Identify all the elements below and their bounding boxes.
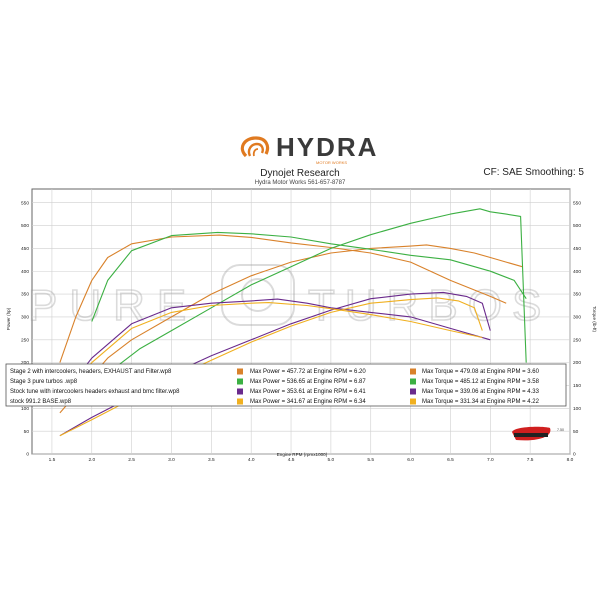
y-axis-right-ticks: 0 50 100 150 200 250 300 350 400 450 500 550 [573,200,581,457]
legend-power-swatch [237,388,243,395]
y-left-tick-label: 50 [24,429,30,435]
legend-torque-swatch [410,378,416,385]
y-right-tick-label: 450 [573,246,581,252]
legend-max-power: Max Power = 457.72 at Engine RPM = 6.20 [250,369,366,375]
y-left-tick-label: 200 [21,360,29,366]
x-axis-label: Engine RPM (rpmx1000) [277,452,328,457]
y-right-tick-label: 300 [573,315,581,321]
chart-header-title: Dynojet Research [260,168,340,179]
x-tick-label: 6.5 [447,457,454,463]
legend-torque-swatch [410,368,416,375]
y-right-tick-label: 0 [573,452,576,458]
series-2-torque-line [91,231,527,322]
legend-max-torque: Max Torque = 485.12 at Engine RPM = 3.58 [422,379,540,385]
series-4-torque-line [59,302,483,405]
legend-torque-swatch [410,398,416,405]
x-axis-ticks: 1.5 2.0 2.5 3.0 3.5 4.0 4.5 5.0 5.5 6.0 6.5 7.0 7.5 8… [49,457,574,463]
y-left-tick-label: 450 [21,246,29,252]
y-left-tick-label: 100 [21,406,29,412]
legend-rows: Stage 2 with intercoolers, headers, EXHA… [10,368,540,405]
y-axis-right-label: Torque (lb-ft) [592,306,597,333]
y-left-tick-label: 550 [21,200,29,206]
cf-smoothing-label: CF: SAE Smoothing: 5 [483,167,584,178]
legend: Stage 2 with intercoolers, headers, EXHA… [5,363,567,407]
legend-max-torque: Max Torque = 479.08 at Engine RPM = 3.60 [422,369,540,375]
x-tick-label: 3.5 [208,457,215,463]
legend-power-swatch [237,368,243,375]
y-left-tick-label: 300 [21,315,29,321]
y-right-tick-label: 150 [573,383,581,389]
series-1-torque-line [59,234,507,363]
x-tick-label: 7.0 [487,457,494,463]
x-tick-label: 5.0 [328,457,335,463]
y-right-tick-label: 400 [573,269,581,275]
legend-max-power: Max Power = 536.65 at Engine RPM = 6.87 [250,379,366,385]
y-right-tick-label: 200 [573,360,581,366]
x-tick-label: 6.0 [407,457,414,463]
x-tick-label: 2.0 [88,457,95,463]
x-tick-label: 3.0 [168,457,175,463]
brand-tagline: MOTOR WORKS [316,160,347,165]
series-3-torque-line [59,298,491,400]
y-right-tick-label: 500 [573,223,581,229]
y-right-tick-label: 100 [573,406,581,412]
y-left-tick-label: 250 [21,337,29,343]
legend-torque-swatch [410,388,416,395]
y-right-tick-label: 50 [573,429,579,435]
y-left-tick-label: 500 [21,223,29,229]
legend-series-name: Stage 3 pure turbos .wp8 [10,379,78,385]
legend-max-torque: Max Torque = 339.06 at Engine RPM = 4.33 [422,389,540,395]
y-right-tick-label: 350 [573,292,581,298]
legend-series-name: Stage 2 with intercoolers, headers, EXHA… [10,369,172,375]
x-tick-label: 4.0 [248,457,255,463]
hydra-logo: HYDRA MOTOR WORKS [240,132,378,165]
legend-max-power: Max Power = 353.61 at Engine RPM = 6.41 [250,389,366,395]
x-tick-label: 1.5 [49,457,56,463]
x-tick-label: 4.5 [288,457,295,463]
chart-header-subtitle: Hydra Motor Works 561-657-8787 [254,180,346,186]
x-tick-label: 2.5 [128,457,135,463]
y-left-tick-label: 0 [26,452,29,458]
series-2-power-line [91,208,527,386]
dynojet-badge: 7.50 [512,426,564,441]
version-small: 7.50 [557,428,564,432]
y-right-tick-label: 550 [573,200,581,206]
watermark-icon [221,264,295,326]
legend-power-swatch [237,378,243,385]
legend-max-torque: Max Torque = 331.34 at Engine RPM = 4.22 [422,399,540,405]
legend-power-swatch [237,398,243,405]
legend-series-name: stock 991.2 BASE.wp8 [10,399,72,405]
y-right-tick-label: 250 [573,337,581,343]
legend-max-power: Max Power = 341.67 at Engine RPM = 6.34 [250,399,366,405]
x-tick-label: 5.5 [367,457,374,463]
legend-series-name: Stock tune with intercoolers headers exh… [10,389,180,395]
x-tick-label: 7.5 [527,457,534,463]
watermark-left: PURE [28,281,198,330]
plot-area [31,188,571,455]
brand-wordmark: HYDRA [276,132,378,162]
hydra-swirl-icon [240,136,270,158]
x-tick-label: 8.0 [567,457,574,463]
y-axis-left-label: Power (hp) [6,307,11,330]
y-left-tick-label: 400 [21,269,29,275]
y-left-tick-label: 350 [21,292,29,298]
